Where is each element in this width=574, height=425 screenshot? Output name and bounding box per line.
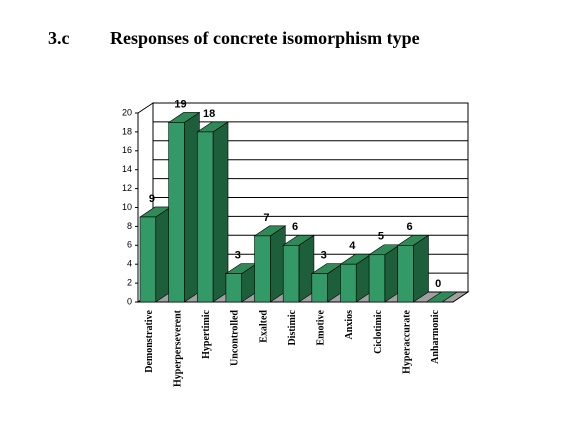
- value-label: 6: [292, 221, 298, 233]
- chart-title: Responses of concrete isomorphism type: [110, 28, 420, 48]
- x-tick-label: Hyperperseverent: [172, 309, 183, 387]
- x-tick-label: Anxios: [344, 310, 355, 340]
- value-label: 3: [235, 250, 241, 262]
- x-tick-label: Hypertimic: [201, 309, 212, 358]
- value-label: 19: [174, 98, 186, 110]
- y-tick-label: 0: [127, 296, 132, 306]
- y-tick-label: 16: [122, 145, 132, 155]
- y-tick-label: 4: [127, 259, 132, 269]
- bar: [196, 131, 214, 303]
- bar: [139, 216, 157, 303]
- chart-label: 3.c: [48, 28, 70, 48]
- y-tick-label: 10: [122, 202, 132, 212]
- value-label: 3: [321, 250, 327, 262]
- value-label: 4: [349, 240, 356, 252]
- y-tick-label: 20: [122, 107, 132, 117]
- y-tick-label: 14: [122, 164, 132, 174]
- value-label: 6: [407, 221, 413, 233]
- value-label: 5: [378, 231, 384, 243]
- x-tick-label: Anharmonic: [430, 309, 441, 363]
- x-tick-label: Ciclotimic: [373, 309, 384, 353]
- bar: [168, 122, 185, 303]
- x-tick-label: Exalted: [258, 310, 269, 343]
- bar: [397, 245, 414, 303]
- bar: [368, 254, 386, 303]
- value-label: 0: [435, 278, 441, 290]
- bar: [340, 263, 357, 303]
- y-tick-label: 12: [122, 183, 132, 193]
- bar: [254, 235, 271, 303]
- bar: [311, 273, 328, 303]
- value-label: 9: [149, 193, 155, 205]
- value-label: 7: [263, 212, 269, 224]
- bar: [225, 273, 242, 303]
- bar: [282, 245, 300, 303]
- x-tick-label: Demonstrative: [144, 309, 155, 372]
- bar-side: [413, 234, 429, 303]
- y-tick-label: 2: [127, 277, 132, 287]
- x-tick-label: Uncontrolled: [230, 310, 241, 366]
- x-tick-label: Distimic: [287, 309, 298, 345]
- value-label: 18: [203, 108, 215, 120]
- y-tick-label: 18: [122, 126, 132, 136]
- y-tick-label: 6: [127, 240, 132, 250]
- x-tick-label: Emotive: [316, 309, 327, 345]
- y-tick-label: 8: [127, 221, 132, 231]
- bar-top: [425, 291, 459, 303]
- x-tick-label: Hyperaccurate: [401, 309, 412, 373]
